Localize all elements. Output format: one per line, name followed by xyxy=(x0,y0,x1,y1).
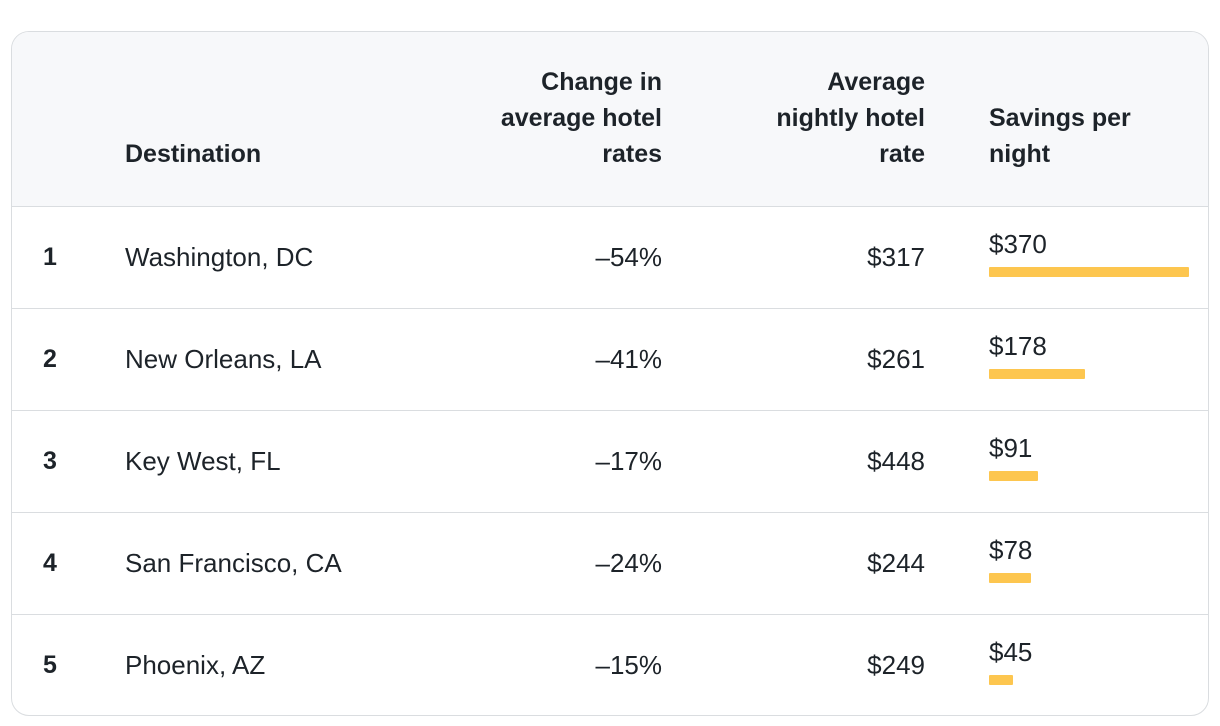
change-cell: –54% xyxy=(595,241,663,272)
table-row: 2 New Orleans, LA –41% $261 $178 xyxy=(12,308,1208,410)
header-change-in-rates: Change in average hotel rates xyxy=(385,32,662,207)
savings-bar xyxy=(989,369,1085,379)
savings-bar xyxy=(989,675,1013,686)
change-cell: –24% xyxy=(595,547,663,578)
savings-value: $370 xyxy=(989,229,1047,259)
table-row: 5 Phoenix, AZ –15% $249 $45 xyxy=(12,614,1208,715)
header-average-nightly-rate: Average nightly hotel rate xyxy=(662,32,925,207)
rank-cell: 5 xyxy=(43,650,57,679)
savings-bar xyxy=(989,471,1038,481)
table-header-row: Destination Change in average hotel rate… xyxy=(12,32,1208,207)
rank-cell: 2 xyxy=(43,344,57,373)
destination-cell: San Francisco, CA xyxy=(125,547,342,578)
destination-cell: Washington, DC xyxy=(125,241,314,272)
savings-cell: $78 xyxy=(925,512,1208,614)
destinations-table-card: Destination Change in average hotel rate… xyxy=(11,31,1209,716)
change-cell: –17% xyxy=(595,445,663,476)
rank-cell: 3 xyxy=(43,446,57,475)
rate-cell: $244 xyxy=(867,547,925,578)
rate-cell: $448 xyxy=(867,445,925,476)
table-row: 4 San Francisco, CA –24% $244 $78 xyxy=(12,512,1208,614)
change-cell: –15% xyxy=(595,649,663,680)
savings-wrap: $78 xyxy=(989,533,1208,593)
savings-value: $91 xyxy=(989,433,1033,463)
destinations-table: Destination Change in average hotel rate… xyxy=(12,32,1208,715)
savings-cell: $45 xyxy=(925,614,1208,715)
destination-cell: New Orleans, LA xyxy=(125,343,322,374)
table-row: 1 Washington, DC –54% $317 $370 xyxy=(12,206,1208,308)
savings-cell: $370 xyxy=(925,206,1208,308)
rate-cell: $261 xyxy=(867,343,925,374)
savings-bar xyxy=(989,573,1031,583)
change-cell: –41% xyxy=(595,343,663,374)
rate-cell: $249 xyxy=(867,649,925,680)
savings-cell: $91 xyxy=(925,410,1208,512)
table-body: 1 Washington, DC –54% $317 $370 2 New Or… xyxy=(12,206,1208,715)
savings-cell: $178 xyxy=(925,308,1208,410)
table-row: 3 Key West, FL –17% $448 $91 xyxy=(12,410,1208,512)
savings-wrap: $178 xyxy=(989,329,1208,389)
savings-value: $178 xyxy=(989,331,1047,361)
destination-cell: Phoenix, AZ xyxy=(125,649,266,680)
savings-bar xyxy=(989,267,1189,277)
rate-cell: $317 xyxy=(867,241,925,272)
savings-value: $78 xyxy=(989,535,1033,565)
savings-wrap: $370 xyxy=(989,227,1208,287)
savings-value: $45 xyxy=(989,637,1033,668)
rank-cell: 1 xyxy=(43,242,57,271)
header-savings-per-night: Savings per night xyxy=(925,32,1208,207)
savings-wrap: $91 xyxy=(989,431,1208,491)
header-rank xyxy=(12,32,125,207)
savings-wrap: $45 xyxy=(989,635,1208,695)
destination-cell: Key West, FL xyxy=(125,445,281,476)
header-destination: Destination xyxy=(125,32,385,207)
rank-cell: 4 xyxy=(43,548,57,577)
